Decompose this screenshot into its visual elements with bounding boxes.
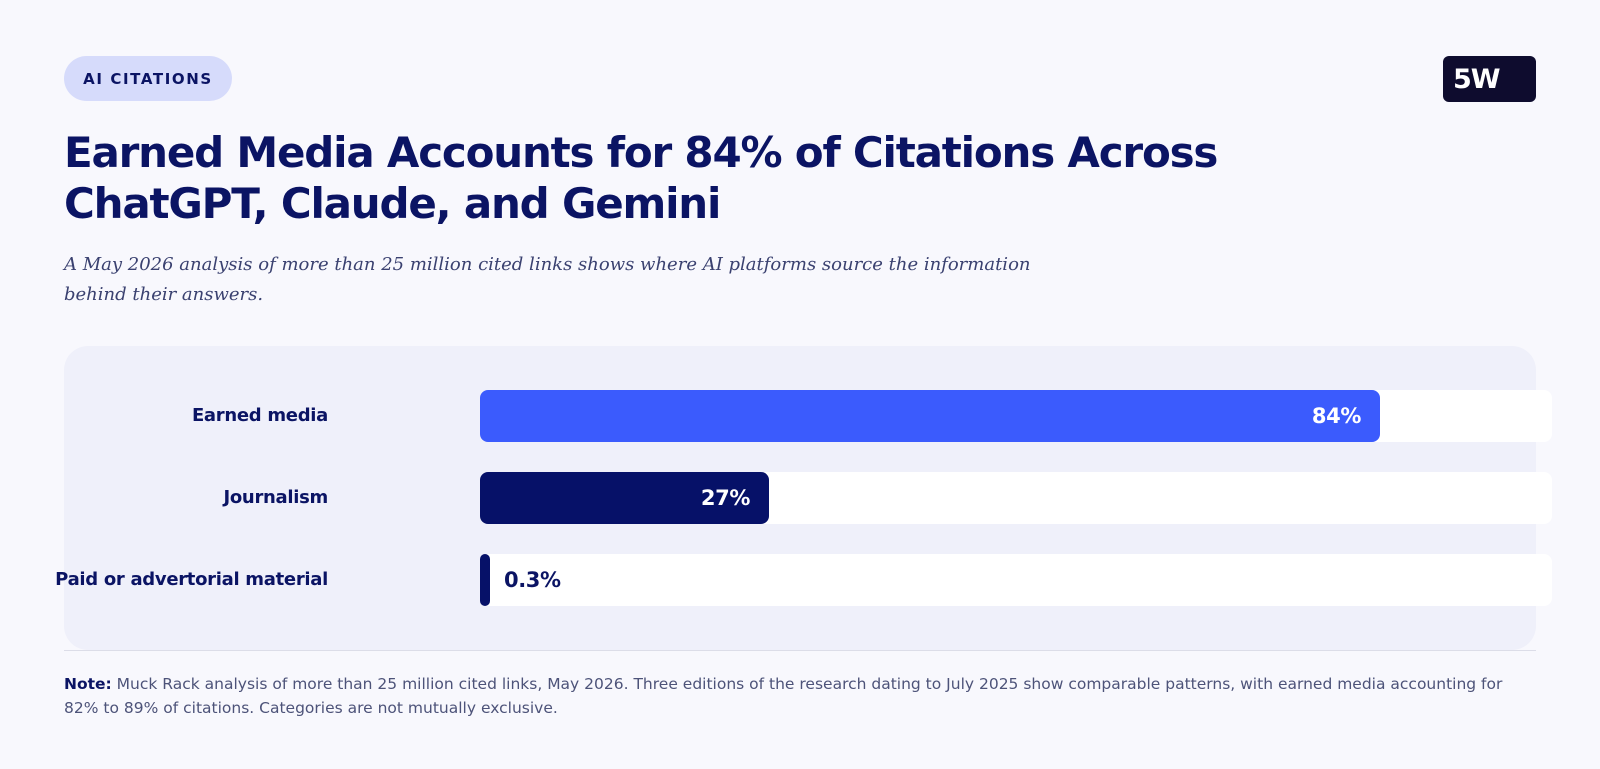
bar-label: Journalism bbox=[223, 487, 328, 508]
bar-label: Earned media bbox=[191, 405, 328, 426]
chart-title: Earned Media Accounts for 84% of Citatio… bbox=[64, 128, 1218, 228]
brand-logo: 5W bbox=[1443, 56, 1536, 102]
bar-value-label: 84% bbox=[1311, 404, 1361, 428]
chart-panel: Earned media 84% Journalism 27% Paid or adve… bbox=[55, 346, 1552, 650]
bar bbox=[480, 390, 1380, 442]
chart-subtitle: A May 2026 analysis of more than 25 mill… bbox=[64, 254, 1031, 305]
bar bbox=[480, 554, 490, 606]
divider bbox=[64, 650, 1536, 651]
bar-value-label: 27% bbox=[700, 486, 750, 510]
bar bbox=[480, 472, 769, 524]
footnote-text: Muck Rack analysis of more than 25 milli… bbox=[64, 675, 1503, 717]
category-badge: AI CITATIONS bbox=[64, 56, 232, 101]
footnote-label: Note: bbox=[64, 675, 112, 693]
bar-track: 84% bbox=[480, 390, 1552, 442]
footnote: Note: Muck Rack analysis of more than 25… bbox=[64, 672, 1536, 720]
bar-value-label: 0.3% bbox=[504, 568, 561, 592]
bar-track: 27% bbox=[480, 472, 1552, 524]
bar-label: Paid or advertorial material bbox=[55, 569, 328, 590]
bar-track: 0.3% bbox=[480, 554, 1552, 606]
